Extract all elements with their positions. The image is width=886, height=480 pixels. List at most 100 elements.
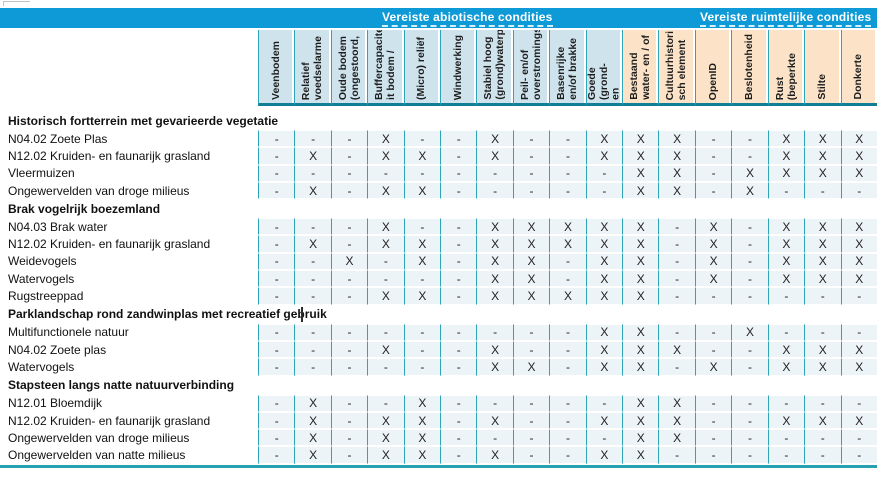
- matrix-cell[interactable]: -: [549, 164, 586, 182]
- column-header-cell[interactable]: Bestaand water- en / of: [622, 30, 659, 106]
- matrix-cell[interactable]: X: [840, 358, 877, 376]
- matrix-cell[interactable]: X: [403, 287, 441, 305]
- matrix-cell[interactable]: X: [804, 340, 841, 359]
- matrix-cell[interactable]: -: [840, 446, 877, 464]
- matrix-cell[interactable]: X: [731, 181, 768, 200]
- matrix-cell[interactable]: X: [731, 323, 768, 341]
- matrix-cell[interactable]: -: [767, 323, 805, 341]
- matrix-cell[interactable]: -: [731, 147, 768, 165]
- matrix-cell[interactable]: X: [658, 429, 695, 447]
- matrix-cell[interactable]: -: [804, 429, 841, 447]
- matrix-cell[interactable]: -: [658, 235, 695, 253]
- row-label[interactable]: Ongewervelden van natte milieus: [0, 446, 258, 464]
- matrix-cell[interactable]: -: [658, 252, 695, 271]
- matrix-cell[interactable]: -: [440, 252, 477, 271]
- matrix-cell[interactable]: -: [258, 218, 295, 236]
- matrix-cell[interactable]: -: [440, 340, 477, 359]
- matrix-cell[interactable]: X: [622, 130, 659, 148]
- section-title[interactable]: Historisch fortterrein met gevarieerde v…: [8, 113, 279, 128]
- matrix-cell[interactable]: X: [585, 130, 623, 148]
- matrix-cell[interactable]: -: [694, 147, 732, 165]
- matrix-cell[interactable]: -: [440, 429, 477, 447]
- matrix-cell[interactable]: -: [440, 287, 477, 305]
- column-header-cell[interactable]: (Micro) reliëf: [403, 30, 441, 106]
- column-header-cell[interactable]: Oude bodem (ongestoord,: [330, 30, 368, 106]
- matrix-cell[interactable]: -: [258, 270, 295, 288]
- matrix-cell[interactable]: X: [767, 252, 805, 271]
- matrix-cell[interactable]: X: [512, 287, 550, 305]
- matrix-cell[interactable]: -: [549, 340, 586, 359]
- matrix-cell[interactable]: -: [440, 394, 477, 412]
- group-title-spatial-conditions[interactable]: Vereiste ruimtelijke condities: [700, 10, 872, 27]
- matrix-cell[interactable]: -: [767, 429, 805, 447]
- matrix-cell[interactable]: X: [585, 358, 623, 376]
- matrix-cell[interactable]: X: [767, 147, 805, 165]
- matrix-cell[interactable]: X: [294, 147, 331, 165]
- matrix-cell[interactable]: -: [258, 411, 295, 430]
- matrix-cell[interactable]: X: [658, 411, 695, 430]
- matrix-cell[interactable]: -: [440, 235, 477, 253]
- row-label[interactable]: N04.02 Zoete plas: [0, 340, 258, 359]
- matrix-cell[interactable]: X: [367, 429, 404, 447]
- matrix-cell[interactable]: X: [294, 446, 331, 464]
- matrix-cell[interactable]: X: [403, 394, 441, 412]
- row-label[interactable]: Rugstreeppad: [0, 287, 258, 305]
- row-label[interactable]: Multifunctionele natuur: [0, 323, 258, 341]
- matrix-cell[interactable]: X: [585, 340, 623, 359]
- matrix-cell[interactable]: X: [767, 218, 805, 236]
- matrix-cell[interactable]: X: [476, 270, 513, 288]
- column-header-cell[interactable]: Cultuurhistori sch element: [658, 30, 695, 106]
- matrix-cell[interactable]: X: [585, 218, 623, 236]
- row-label[interactable]: N12.01 Bloemdijk: [0, 394, 258, 412]
- matrix-cell[interactable]: -: [258, 164, 295, 182]
- matrix-cell[interactable]: -: [512, 164, 550, 182]
- matrix-cell[interactable]: -: [330, 130, 368, 148]
- matrix-cell[interactable]: -: [440, 164, 477, 182]
- matrix-cell[interactable]: X: [622, 252, 659, 271]
- matrix-cell[interactable]: X: [294, 394, 331, 412]
- matrix-cell[interactable]: -: [549, 429, 586, 447]
- matrix-cell[interactable]: -: [294, 323, 331, 341]
- matrix-cell[interactable]: -: [658, 323, 695, 341]
- row-label[interactable]: Ongewervelden van droge milieus: [0, 181, 258, 200]
- matrix-cell[interactable]: -: [294, 270, 331, 288]
- matrix-cell[interactable]: X: [476, 218, 513, 236]
- matrix-cell[interactable]: X: [403, 252, 441, 271]
- matrix-cell[interactable]: -: [804, 181, 841, 200]
- matrix-cell[interactable]: -: [330, 394, 368, 412]
- matrix-cell[interactable]: -: [549, 358, 586, 376]
- matrix-cell[interactable]: X: [367, 147, 404, 165]
- row-label[interactable]: Watervogels: [0, 358, 258, 376]
- matrix-cell[interactable]: X: [731, 164, 768, 182]
- matrix-cell[interactable]: -: [367, 270, 404, 288]
- row-label[interactable]: N04.03 Brak water: [0, 218, 258, 236]
- matrix-cell[interactable]: -: [476, 164, 513, 182]
- section-title[interactable]: Parklandschap rond zandwinplas met recre…: [8, 307, 327, 322]
- matrix-cell[interactable]: X: [658, 394, 695, 412]
- matrix-cell[interactable]: X: [694, 235, 732, 253]
- matrix-cell[interactable]: X: [658, 181, 695, 200]
- matrix-cell[interactable]: X: [804, 358, 841, 376]
- matrix-cell[interactable]: -: [549, 411, 586, 430]
- matrix-cell[interactable]: X: [585, 235, 623, 253]
- matrix-cell[interactable]: -: [585, 164, 623, 182]
- column-header-cell[interactable]: Buffercapacite it bodem /: [367, 30, 404, 106]
- matrix-cell[interactable]: -: [658, 446, 695, 464]
- matrix-cell[interactable]: X: [804, 164, 841, 182]
- matrix-cell[interactable]: -: [367, 323, 404, 341]
- matrix-cell[interactable]: -: [476, 394, 513, 412]
- matrix-cell[interactable]: X: [622, 164, 659, 182]
- column-header-cell[interactable]: Rust (beperkte: [767, 30, 805, 106]
- section-title[interactable]: Stapsteen langs natte natuurverbinding: [8, 378, 235, 393]
- matrix-cell[interactable]: X: [622, 270, 659, 288]
- matrix-cell[interactable]: X: [658, 164, 695, 182]
- group-title-abiotic-conditions[interactable]: Vereiste abiotische condities: [382, 10, 553, 27]
- matrix-cell[interactable]: X: [694, 270, 732, 288]
- matrix-cell[interactable]: -: [403, 358, 441, 376]
- matrix-cell[interactable]: X: [330, 252, 368, 271]
- section-title[interactable]: Brak vogelrijk boezemland: [8, 201, 161, 216]
- column-header-cell[interactable]: Relatief voedselarme: [294, 30, 331, 106]
- matrix-cell[interactable]: -: [512, 340, 550, 359]
- matrix-cell[interactable]: X: [367, 218, 404, 236]
- matrix-cell[interactable]: X: [476, 147, 513, 165]
